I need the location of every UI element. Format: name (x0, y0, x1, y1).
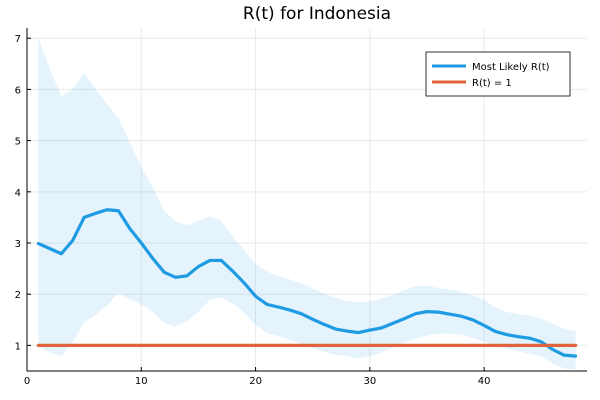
legend-label-most-likely: Most Likely R(t) (472, 62, 550, 73)
y-tick-label: 3 (15, 239, 21, 250)
legend-label-r-equals-one: R(t) = 1 (472, 78, 512, 89)
x-tick-label: 30 (363, 376, 376, 387)
x-tick-label: 40 (478, 376, 491, 387)
chart-title: R(t) for Indonesia (243, 4, 391, 24)
y-tick-label: 1 (15, 341, 21, 352)
y-tick-label: 7 (15, 34, 21, 45)
tick-labels: 0 10 20 30 40 1 2 3 4 5 6 7 (15, 34, 491, 387)
confidence-band (38, 38, 576, 370)
legend: Most Likely R(t) R(t) = 1 (425, 51, 571, 97)
y-tick-label: 6 (15, 85, 21, 96)
y-tick-label: 5 (15, 137, 21, 148)
y-tick-label: 2 (15, 290, 21, 301)
x-tick-label: 10 (135, 376, 148, 387)
series-layer (36, 208, 578, 358)
y-tick-label: 4 (15, 188, 21, 199)
legend-box (425, 51, 571, 97)
series-line-most-likely (36, 208, 578, 358)
x-tick-label: 20 (249, 376, 262, 387)
x-tick-label: 0 (24, 376, 30, 387)
